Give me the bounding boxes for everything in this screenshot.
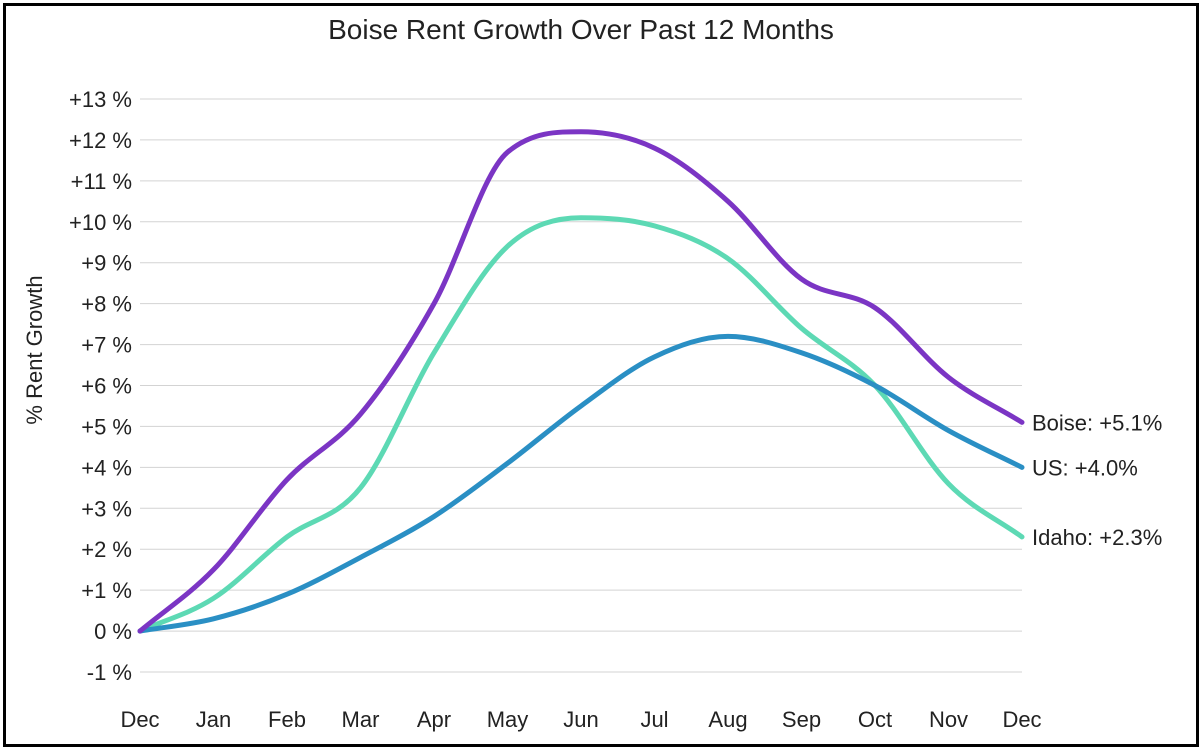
x-tick-label: Aug (708, 707, 747, 732)
chart-title: Boise Rent Growth Over Past 12 Months (328, 14, 834, 45)
series-line-boise (137, 129, 1025, 634)
x-tick-label: Sep (782, 707, 821, 732)
y-tick-label: -1 % (87, 660, 132, 685)
series-line-idaho (137, 215, 1025, 634)
series-end-label-boise: Boise: +5.1% (1032, 410, 1162, 435)
x-tick-label: Dec (120, 707, 159, 732)
y-tick-label: +11 % (71, 169, 132, 194)
y-tick-label: +10 % (69, 210, 132, 235)
x-tick-label: Feb (268, 707, 306, 732)
series-line-us (137, 333, 1025, 634)
series-lines (137, 129, 1025, 634)
x-tick-label: May (487, 707, 529, 732)
gridlines (140, 98, 1022, 673)
x-tick-label: Apr (417, 707, 451, 732)
x-axis-ticks: Dec Jan Feb Mar Apr May Jun Jul Aug Sep Oct Nov Dec (120, 707, 1041, 732)
x-tick-label: Oct (858, 707, 892, 732)
y-tick-label: +3 % (81, 496, 132, 521)
y-tick-label: +12 % (69, 128, 132, 153)
y-tick-label: +2 % (81, 537, 132, 562)
x-tick-label: Jul (640, 707, 668, 732)
y-axis-label: % Rent Growth (22, 275, 47, 424)
x-tick-label: Nov (929, 707, 968, 732)
y-tick-label: +6 % (81, 374, 132, 399)
y-tick-label: +13 % (69, 87, 132, 112)
y-tick-label: +7 % (81, 333, 132, 358)
series-end-labels: Boise: +5.1% US: +4.0% Idaho: +2.3% (1032, 410, 1162, 550)
y-tick-label: +9 % (81, 251, 132, 276)
y-tick-label: +5 % (81, 414, 132, 439)
x-tick-label: Jan (196, 707, 231, 732)
x-tick-label: Mar (342, 707, 380, 732)
series-end-label-us: US: +4.0% (1032, 455, 1138, 480)
y-tick-label: +8 % (81, 292, 132, 317)
x-tick-label: Dec (1002, 707, 1041, 732)
y-tick-label: +4 % (81, 455, 132, 480)
y-tick-label: 0 % (94, 619, 132, 644)
y-axis-ticks: +13 % +12 % +11 % +10 % +9 % +8 % +7 % +6 % +5 %… (69, 87, 132, 685)
series-end-label-idaho: Idaho: +2.3% (1032, 525, 1162, 550)
y-tick-label: +1 % (81, 578, 132, 603)
x-tick-label: Jun (563, 707, 598, 732)
